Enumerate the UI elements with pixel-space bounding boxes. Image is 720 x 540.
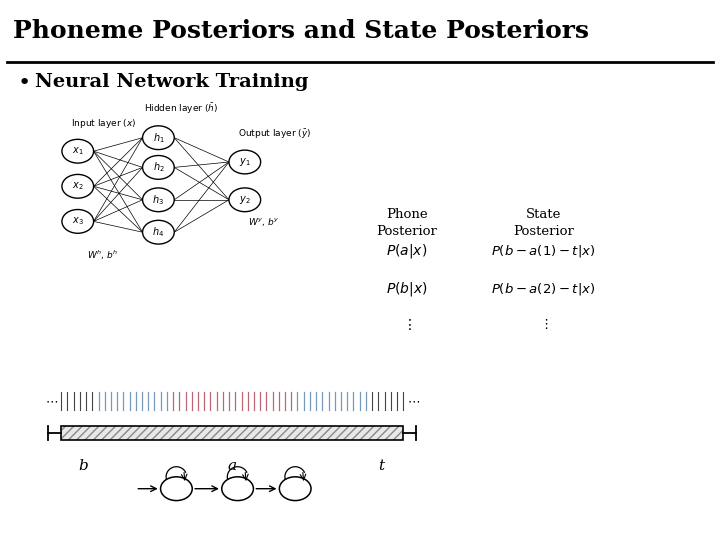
Text: Hidden layer ($\bar{h}$): Hidden layer ($\bar{h}$) xyxy=(144,101,218,116)
Text: •: • xyxy=(18,73,31,93)
Circle shape xyxy=(143,188,174,212)
Text: $x_3$: $x_3$ xyxy=(72,215,84,227)
Text: b: b xyxy=(78,459,88,473)
Text: $P(b|x)$: $P(b|x)$ xyxy=(386,280,428,298)
Text: $h_3$: $h_3$ xyxy=(153,193,164,207)
Circle shape xyxy=(229,150,261,174)
Text: t: t xyxy=(379,459,384,473)
Text: a: a xyxy=(228,459,237,473)
Text: $h_1$: $h_1$ xyxy=(153,131,164,145)
Circle shape xyxy=(62,210,94,233)
Bar xyxy=(61,426,403,440)
Text: $P(b-a(1)-t|x)$: $P(b-a(1)-t|x)$ xyxy=(491,243,596,259)
Text: $h_4$: $h_4$ xyxy=(153,225,164,239)
Text: $P(a|x)$: $P(a|x)$ xyxy=(386,242,428,260)
Circle shape xyxy=(222,477,253,501)
Text: $x_1$: $x_1$ xyxy=(72,145,84,157)
Text: $\vdots$: $\vdots$ xyxy=(539,317,548,331)
Text: $\cdots$: $\cdots$ xyxy=(45,394,58,408)
Text: $W^y$, $b^y$: $W^y$, $b^y$ xyxy=(248,216,280,228)
Text: $y_2$: $y_2$ xyxy=(239,194,251,206)
Circle shape xyxy=(62,139,94,163)
Bar xyxy=(61,426,403,440)
Text: State
Posterior: State Posterior xyxy=(513,208,574,238)
Text: Output layer ($\bar{y}$): Output layer ($\bar{y}$) xyxy=(238,127,311,140)
Circle shape xyxy=(143,220,174,244)
Text: $y_1$: $y_1$ xyxy=(239,156,251,168)
Circle shape xyxy=(161,477,192,501)
Text: Input layer ($x$): Input layer ($x$) xyxy=(71,117,136,130)
Circle shape xyxy=(229,188,261,212)
Text: Phone
Posterior: Phone Posterior xyxy=(377,208,437,238)
Text: $x_2$: $x_2$ xyxy=(72,180,84,192)
Circle shape xyxy=(62,174,94,198)
Text: $W^h$, $b^h$: $W^h$, $b^h$ xyxy=(87,248,119,262)
Text: $\vdots$: $\vdots$ xyxy=(402,316,412,332)
Circle shape xyxy=(143,156,174,179)
Text: $P(b-a(2)-t|x)$: $P(b-a(2)-t|x)$ xyxy=(491,281,596,297)
Text: $\cdots$: $\cdots$ xyxy=(407,394,420,408)
Circle shape xyxy=(279,477,311,501)
Circle shape xyxy=(143,126,174,150)
Text: Neural Network Training: Neural Network Training xyxy=(35,73,308,91)
Text: Phoneme Posteriors and State Posteriors: Phoneme Posteriors and State Posteriors xyxy=(13,19,589,43)
Text: $h_2$: $h_2$ xyxy=(153,160,164,174)
